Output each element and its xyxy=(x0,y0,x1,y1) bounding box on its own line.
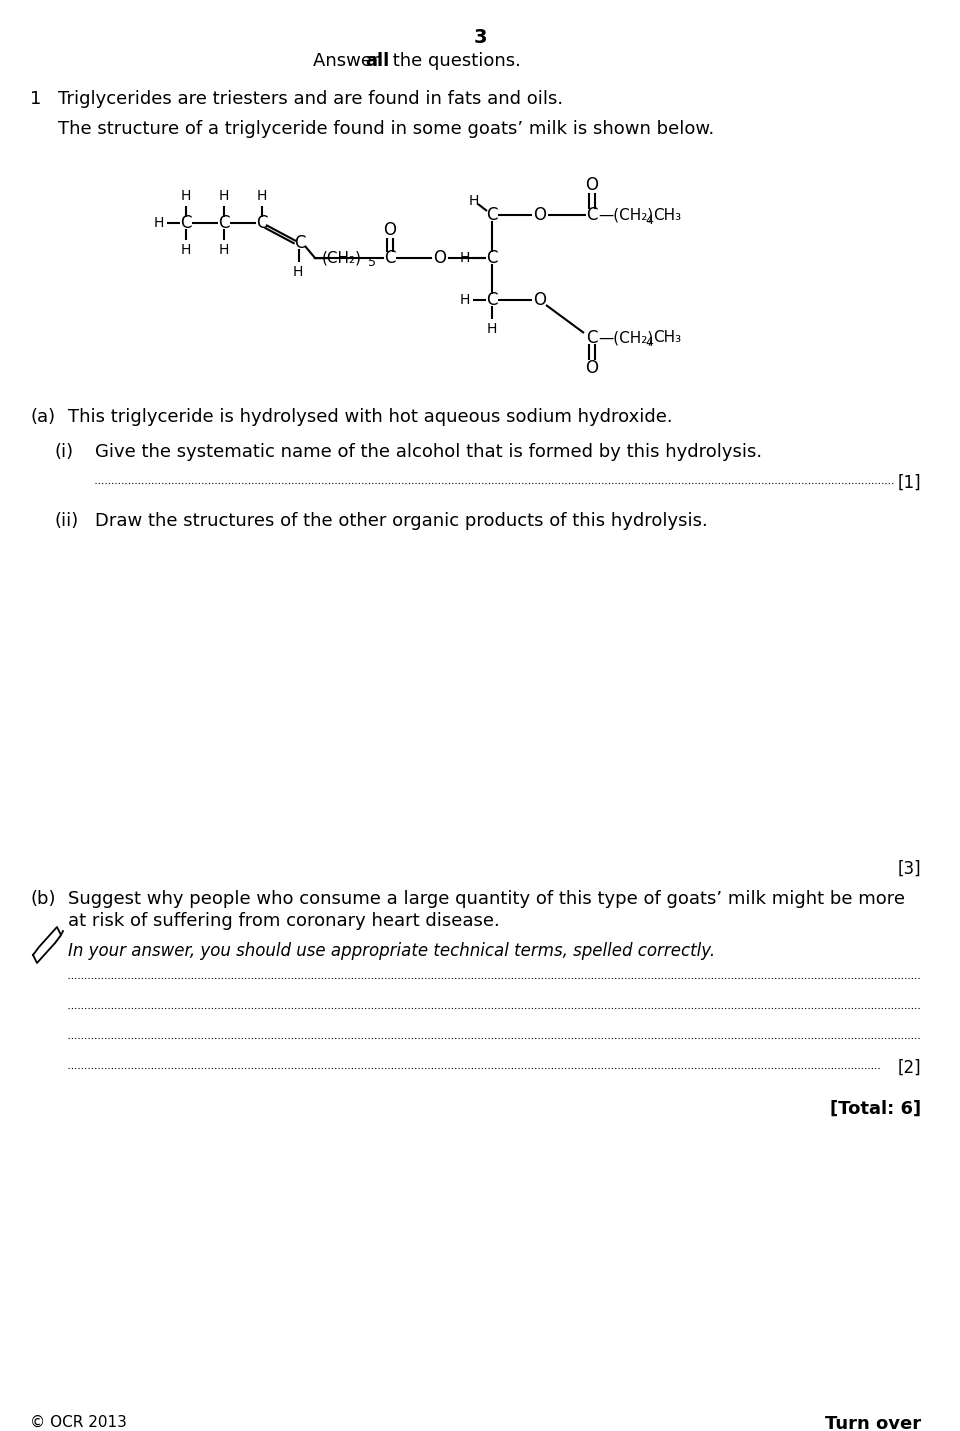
Text: H: H xyxy=(180,189,191,203)
Text: C: C xyxy=(587,206,598,225)
Text: —(CH₂): —(CH₂) xyxy=(598,207,653,222)
Text: C: C xyxy=(384,249,396,268)
Text: [1]: [1] xyxy=(898,474,921,492)
Text: Give the systematic name of the alcohol that is formed by this hydrolysis.: Give the systematic name of the alcohol … xyxy=(95,444,762,461)
Text: H: H xyxy=(460,250,470,265)
Polygon shape xyxy=(33,927,61,963)
Text: (a): (a) xyxy=(30,408,55,426)
Text: H: H xyxy=(293,265,303,279)
Text: all: all xyxy=(365,52,389,70)
Text: C: C xyxy=(587,329,598,346)
Text: C: C xyxy=(487,290,497,309)
Text: the questions.: the questions. xyxy=(387,52,521,70)
Text: —(CH₂): —(CH₂) xyxy=(598,331,653,345)
Text: O: O xyxy=(383,220,396,239)
Text: H: H xyxy=(219,243,229,258)
Text: C: C xyxy=(256,215,268,232)
Text: C: C xyxy=(180,215,192,232)
Text: H: H xyxy=(219,189,229,203)
Text: C: C xyxy=(218,215,229,232)
Text: O: O xyxy=(534,290,546,309)
Text: H: H xyxy=(257,189,267,203)
Text: 5: 5 xyxy=(368,256,376,269)
Text: O: O xyxy=(534,206,546,225)
Text: H: H xyxy=(487,322,497,336)
Text: [2]: [2] xyxy=(898,1059,921,1078)
Text: C: C xyxy=(487,206,497,225)
Text: Turn over: Turn over xyxy=(825,1415,921,1431)
Text: H: H xyxy=(460,293,470,308)
Text: (b): (b) xyxy=(30,890,56,909)
Text: (ii): (ii) xyxy=(55,512,80,529)
Text: (CH₂): (CH₂) xyxy=(322,250,362,266)
Text: H: H xyxy=(180,243,191,258)
Text: CH₃: CH₃ xyxy=(653,207,682,222)
Text: The structure of a triglyceride found in some goats’ milk is shown below.: The structure of a triglyceride found in… xyxy=(58,120,714,137)
Text: C: C xyxy=(295,235,305,252)
Text: 4: 4 xyxy=(645,336,653,349)
Text: Suggest why people who consume a large quantity of this type of goats’ milk migh: Suggest why people who consume a large q… xyxy=(68,890,905,909)
Text: Triglycerides are triesters and are found in fats and oils.: Triglycerides are triesters and are foun… xyxy=(58,90,564,107)
Text: at risk of suffering from coronary heart disease.: at risk of suffering from coronary heart… xyxy=(68,912,500,930)
Text: H: H xyxy=(154,216,164,230)
Text: —: — xyxy=(312,250,327,266)
Text: C: C xyxy=(487,249,497,268)
Text: © OCR 2013: © OCR 2013 xyxy=(30,1415,127,1430)
Text: 4: 4 xyxy=(645,213,653,226)
Text: In your answer, you should use appropriate technical terms, spelled correctly.: In your answer, you should use appropria… xyxy=(68,942,715,960)
Text: Answer: Answer xyxy=(313,52,385,70)
Text: 3: 3 xyxy=(473,29,487,47)
Text: (i): (i) xyxy=(55,444,74,461)
Text: [3]: [3] xyxy=(898,860,921,879)
Text: [Total: 6]: [Total: 6] xyxy=(829,1100,921,1118)
Text: Draw the structures of the other organic products of this hydrolysis.: Draw the structures of the other organic… xyxy=(95,512,708,529)
Text: O: O xyxy=(586,359,598,376)
Text: O: O xyxy=(586,176,598,195)
Text: O: O xyxy=(434,249,446,268)
Text: This triglyceride is hydrolysed with hot aqueous sodium hydroxide.: This triglyceride is hydrolysed with hot… xyxy=(68,408,673,426)
Text: 1: 1 xyxy=(30,90,41,107)
Text: H: H xyxy=(468,195,479,207)
Text: CH₃: CH₃ xyxy=(653,331,682,345)
